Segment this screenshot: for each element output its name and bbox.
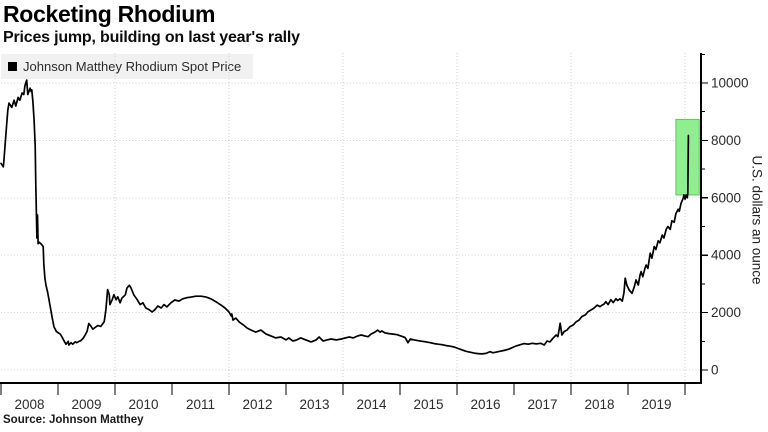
chart-subtitle: Prices jump, building on last year's ral…	[3, 29, 300, 46]
x-tick-label: 2019	[641, 397, 671, 412]
y-tick-label: 0	[711, 363, 719, 378]
chart-title: Rocketing Rhodium	[3, 1, 216, 27]
x-tick-label: 2018	[584, 397, 614, 412]
legend-label: Johnson Matthey Rhodium Spot Price	[23, 59, 242, 74]
axis-frame	[0, 53, 702, 384]
y-tick-label: 2000	[711, 305, 741, 320]
x-tick-label: 2011	[186, 397, 215, 412]
y-tick-label: 4000	[711, 248, 741, 263]
y-tick-label: 10000	[711, 76, 749, 91]
x-tick-label: 2015	[413, 397, 443, 412]
x-tick-label: 2017	[527, 397, 557, 412]
x-tick-label: 2013	[299, 397, 329, 412]
x-tick-label: 2008	[14, 397, 44, 412]
source-note: Source: Johnson Matthey	[3, 414, 144, 426]
x-tick-label: 2012	[242, 397, 272, 412]
x-tick-label: 2010	[128, 397, 158, 412]
price-line	[0, 79, 690, 355]
y-axis-title: U.S. dollars an ounce	[749, 155, 765, 285]
x-tick-label: 2009	[71, 397, 101, 412]
y-tick-label: 8000	[711, 133, 741, 148]
legend-swatch-icon	[8, 62, 17, 71]
x-tick-label: 2014	[356, 397, 387, 412]
y-tick-label: 6000	[711, 190, 741, 205]
x-tick-label: 2016	[470, 397, 500, 412]
legend-item[interactable]: Johnson Matthey Rhodium Spot Price	[1, 54, 254, 79]
